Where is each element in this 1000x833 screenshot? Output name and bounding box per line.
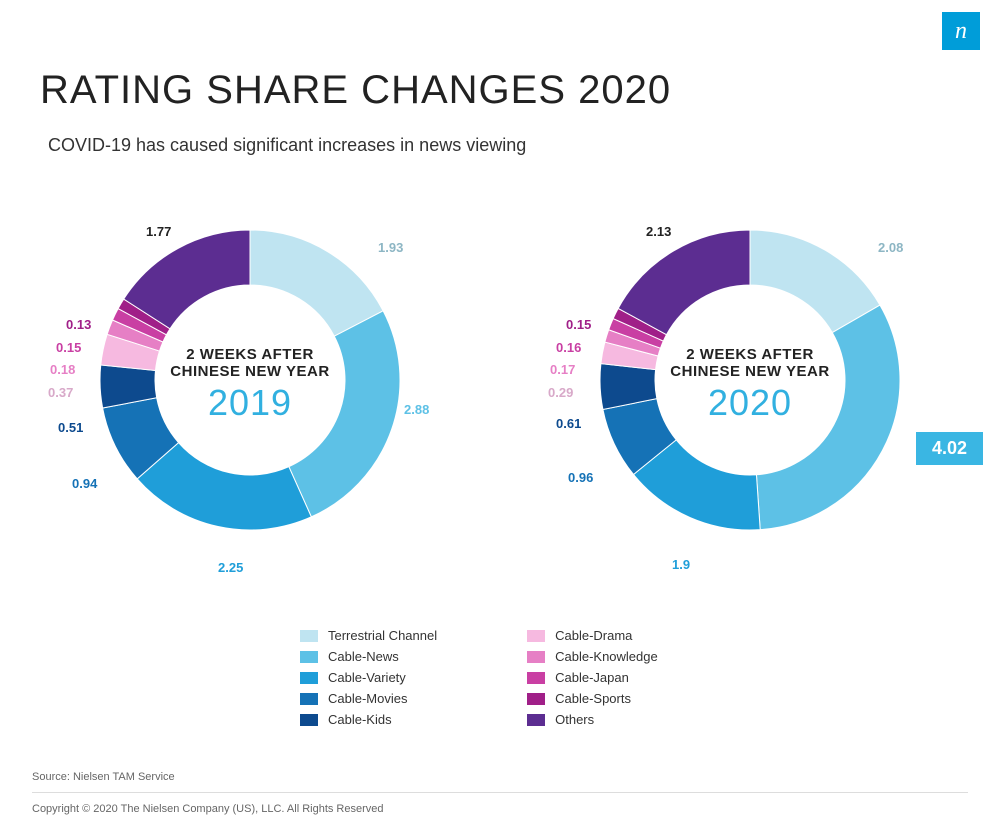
legend-label: Terrestrial Channel	[328, 628, 437, 643]
legend-label: Cable-Drama	[555, 628, 632, 643]
nielsen-logo: n	[942, 12, 980, 50]
legend-label: Cable-Japan	[555, 670, 629, 685]
legend-label: Cable-Sports	[555, 691, 631, 706]
legend-swatch	[527, 672, 545, 684]
legend-item: Cable-News	[300, 649, 437, 664]
slice-label-7: 0.15	[56, 340, 81, 355]
legend-item: Others	[527, 712, 658, 727]
copyright-text: Copyright © 2020 The Nielsen Company (US…	[32, 803, 384, 815]
slice-9	[618, 230, 750, 335]
legend-swatch	[300, 651, 318, 663]
slice-label-7: 0.16	[556, 340, 581, 355]
slice-label-9: 1.77	[146, 224, 171, 239]
slice-label-5: 0.37	[48, 385, 73, 400]
legend-swatch	[527, 630, 545, 642]
page-title: RATING SHARE CHANGES 2020	[40, 68, 671, 113]
legend-label: Cable-Movies	[328, 691, 407, 706]
legend-item: Terrestrial Channel	[300, 628, 437, 643]
slice-label-5: 0.29	[548, 385, 573, 400]
legend-item: Cable-Kids	[300, 712, 437, 727]
legend-swatch	[300, 630, 318, 642]
donut-svg	[100, 230, 400, 530]
legend-swatch	[300, 693, 318, 705]
charts-container: 2 WEEKS AFTERCHINESE NEW YEAR20191.932.8…	[0, 200, 1000, 620]
legend-item: Cable-Knowledge	[527, 649, 658, 664]
legend-swatch	[527, 714, 545, 726]
legend-swatch	[527, 651, 545, 663]
legend: Terrestrial Channel Cable-News Cable-Varie…	[300, 628, 658, 727]
slice-label-4: 0.61	[556, 416, 581, 431]
slice-label-0: 1.93	[378, 240, 403, 255]
slice-label-8: 0.15	[566, 317, 591, 332]
legend-col-1: Terrestrial Channel Cable-News Cable-Varie…	[300, 628, 437, 727]
slice-label-1: 2.88	[404, 402, 429, 417]
donut-svg	[600, 230, 900, 530]
slice-label-6: 0.18	[50, 362, 75, 377]
legend-label: Cable-Knowledge	[555, 649, 658, 664]
page-subtitle: COVID-19 has caused significant increase…	[48, 135, 526, 156]
legend-item: Cable-Movies	[300, 691, 437, 706]
slice-0	[250, 230, 383, 336]
slice-label-4: 0.51	[58, 420, 83, 435]
legend-col-2: Cable-Drama Cable-Knowledge Cable-Japan Cab…	[527, 628, 658, 727]
slice-label-8: 0.13	[66, 317, 91, 332]
slice-label-2: 2.25	[218, 560, 243, 575]
slice-1	[756, 305, 900, 530]
legend-swatch	[527, 693, 545, 705]
slice-label-3: 0.96	[568, 470, 593, 485]
legend-item: Cable-Japan	[527, 670, 658, 685]
slice-label-3: 0.94	[72, 476, 97, 491]
slice-label-2: 1.9	[672, 557, 690, 572]
donut-chart-2019: 2 WEEKS AFTERCHINESE NEW YEAR20191.932.8…	[0, 200, 500, 620]
legend-label: Cable-News	[328, 649, 399, 664]
donut-chart-2020: 2 WEEKS AFTERCHINESE NEW YEAR20202.084.0…	[500, 200, 1000, 620]
legend-item: Cable-Variety	[300, 670, 437, 685]
footer-divider	[32, 792, 968, 793]
legend-swatch	[300, 672, 318, 684]
source-text: Source: Nielsen TAM Service	[32, 771, 175, 783]
legend-item: Cable-Sports	[527, 691, 658, 706]
legend-label: Others	[555, 712, 594, 727]
highlight-label: 4.02	[916, 432, 983, 465]
slice-label-6: 0.17	[550, 362, 575, 377]
legend-label: Cable-Kids	[328, 712, 392, 727]
legend-item: Cable-Drama	[527, 628, 658, 643]
slice-label-0: 2.08	[878, 240, 903, 255]
slice-label-9: 2.13	[646, 224, 671, 239]
legend-label: Cable-Variety	[328, 670, 406, 685]
slice-1	[289, 311, 400, 517]
legend-swatch	[300, 714, 318, 726]
